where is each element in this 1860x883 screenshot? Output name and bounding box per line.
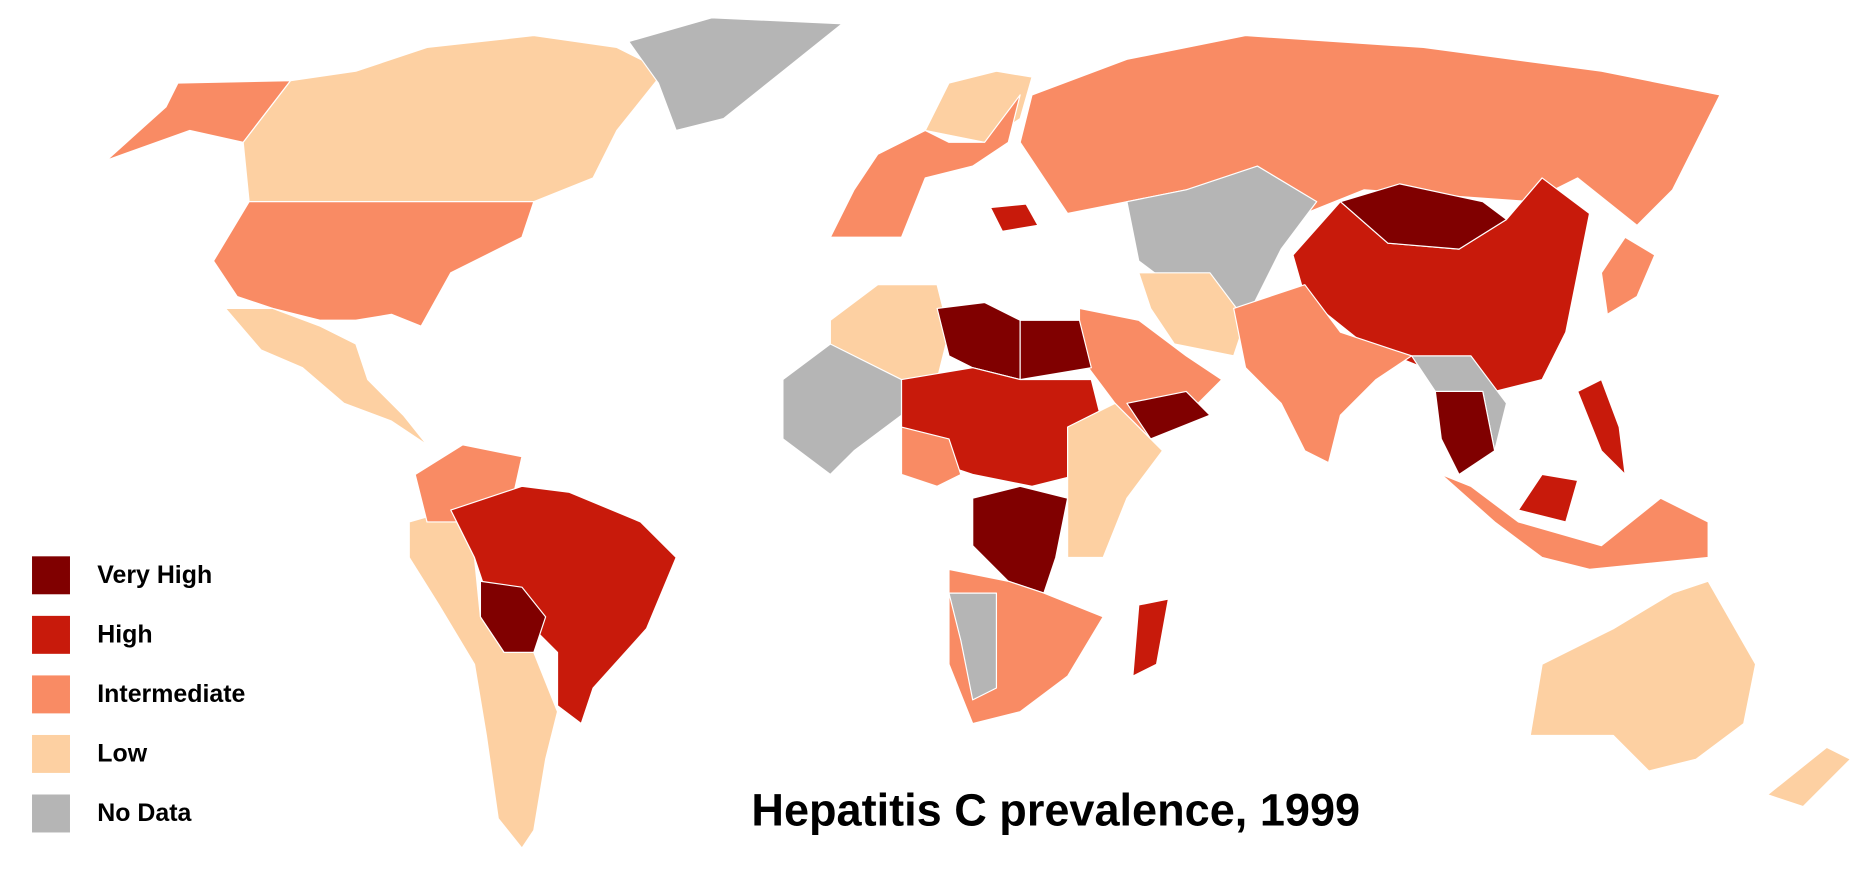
region <box>628 17 843 132</box>
region <box>1434 390 1496 476</box>
region <box>1529 580 1757 772</box>
legend-swatch <box>32 794 70 833</box>
region <box>782 343 903 476</box>
legend-label: No Data <box>97 799 192 827</box>
legend-label: Very High <box>97 561 212 589</box>
legend-label: Intermediate <box>97 680 245 708</box>
legend: Very High High Intermediate Low No Data <box>32 556 245 833</box>
region <box>479 580 547 653</box>
map-title: Hepatitis C prevalence, 1999 <box>751 785 1360 836</box>
region <box>972 485 1069 594</box>
region <box>1132 598 1170 677</box>
region <box>989 203 1039 232</box>
legend-swatch <box>32 556 70 595</box>
region <box>1517 473 1579 523</box>
region <box>900 426 962 487</box>
region <box>1766 746 1852 808</box>
legend-label: Low <box>97 740 147 768</box>
region <box>936 301 1021 381</box>
region <box>1019 319 1092 381</box>
legend-swatch <box>32 675 70 714</box>
regions <box>106 17 1852 849</box>
region <box>1339 183 1508 250</box>
region <box>224 307 428 446</box>
region <box>1577 378 1626 476</box>
legend-swatch <box>32 615 70 654</box>
region <box>1138 272 1247 357</box>
region <box>829 94 1021 238</box>
legend-label: High <box>97 621 152 649</box>
region <box>1233 284 1413 464</box>
region <box>1067 402 1164 559</box>
region <box>948 592 998 701</box>
region <box>408 509 559 849</box>
region <box>1600 236 1656 315</box>
region <box>1126 390 1211 440</box>
region <box>242 34 665 203</box>
legend-swatch <box>32 734 70 773</box>
region <box>1440 473 1709 570</box>
region <box>212 201 535 327</box>
